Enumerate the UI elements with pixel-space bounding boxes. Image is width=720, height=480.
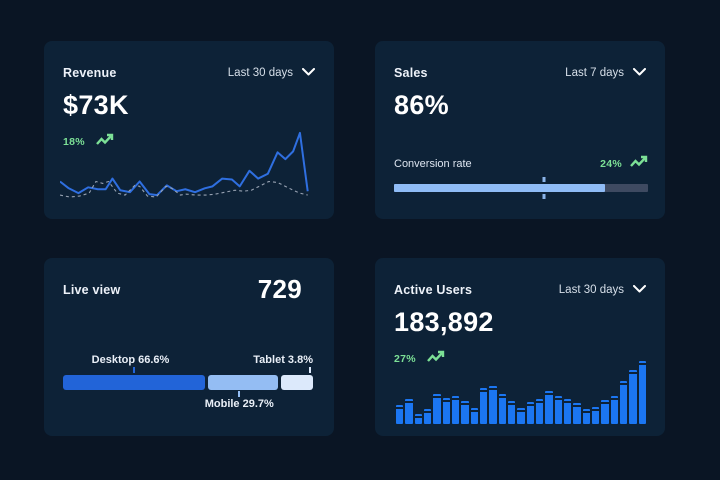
active-users-title: Active Users xyxy=(394,282,473,297)
device-label-mobile: Mobile 29.7% xyxy=(204,398,274,410)
sales-change: 24% xyxy=(600,158,622,170)
bar xyxy=(479,388,488,424)
live-view-title: Live view xyxy=(63,282,121,297)
progress-marker-top xyxy=(542,177,546,182)
trending-up-icon xyxy=(630,155,648,173)
sales-card: Sales Last 7 days 86% Conversion rate 24… xyxy=(375,41,665,219)
revenue-title: Revenue xyxy=(63,65,117,80)
bar xyxy=(405,399,413,424)
bar xyxy=(433,394,441,424)
active-users-change: 27% xyxy=(394,353,416,365)
line-series-previous xyxy=(60,181,308,197)
bar xyxy=(423,408,432,424)
revenue-card: Revenue Last 30 days $73K 18% xyxy=(44,41,334,219)
line-series-current xyxy=(60,133,308,195)
revenue-change: 18% xyxy=(63,136,85,148)
conversion-progress-fill xyxy=(394,184,605,192)
bar xyxy=(526,401,535,424)
bar xyxy=(582,408,591,424)
conversion-progress-bar xyxy=(394,184,648,192)
bar xyxy=(610,395,619,424)
bar xyxy=(545,391,553,424)
sales-title: Sales xyxy=(394,65,428,80)
bar xyxy=(414,413,423,424)
device-stacked-bar xyxy=(63,375,313,390)
chevron-down-icon xyxy=(633,284,646,296)
trending-up-icon xyxy=(96,133,114,151)
conversion-rate-label: Conversion rate xyxy=(394,158,472,170)
bar xyxy=(396,405,404,424)
revenue-value: $73K xyxy=(63,90,129,120)
device-tick-mobile xyxy=(238,391,241,397)
bar xyxy=(638,361,647,424)
sales-range-label: Last 7 days xyxy=(565,66,624,79)
segment-tablet xyxy=(280,375,313,390)
bar xyxy=(517,407,525,424)
active-users-card: Active Users Last 30 days 183,892 27% xyxy=(375,258,665,436)
chevron-down-icon xyxy=(302,67,315,79)
device-label-desktop: Desktop 66.6% xyxy=(91,354,170,366)
chevron-down-icon xyxy=(633,67,646,79)
segment-desktop xyxy=(63,375,206,390)
sales-range-dropdown[interactable]: Last 7 days xyxy=(565,67,646,79)
revenue-range-label: Last 30 days xyxy=(227,66,293,79)
active-users-range-dropdown[interactable]: Last 30 days xyxy=(559,284,646,296)
device-label-tablet: Tablet 3.8% xyxy=(253,354,313,366)
active-users-range-label: Last 30 days xyxy=(558,283,624,296)
bar xyxy=(619,380,628,424)
progress-marker-bottom xyxy=(542,194,546,199)
live-view-value: 729 xyxy=(257,274,302,304)
device-breakdown-chart: Desktop 66.6% Tablet 3.8% Mobile 29.7% xyxy=(63,354,313,411)
bar xyxy=(451,395,460,424)
bar xyxy=(507,401,516,424)
bar xyxy=(442,398,451,424)
sales-value: 86% xyxy=(394,90,449,120)
bar xyxy=(591,407,600,424)
bar xyxy=(601,400,609,424)
bar xyxy=(573,402,581,424)
bar xyxy=(470,407,479,424)
revenue-line-chart xyxy=(60,130,313,198)
segment-mobile xyxy=(208,375,278,390)
conversion-rate-widget: Conversion rate 24% xyxy=(394,155,648,199)
bar xyxy=(629,370,637,424)
active-users-value: 183,892 xyxy=(394,307,494,337)
bar xyxy=(563,398,572,424)
bar xyxy=(489,385,497,424)
bar xyxy=(498,394,507,424)
active-users-bar-chart xyxy=(396,361,647,424)
revenue-range-dropdown[interactable]: Last 30 days xyxy=(228,67,315,79)
trending-up-icon xyxy=(427,350,445,368)
bar xyxy=(461,400,469,424)
device-tick-desktop xyxy=(133,367,136,373)
device-tick-tablet xyxy=(309,367,311,373)
live-view-card: Live view 729 Desktop 66.6% Tablet 3.8% M… xyxy=(44,258,334,436)
bar xyxy=(535,398,544,424)
bar xyxy=(554,395,563,424)
